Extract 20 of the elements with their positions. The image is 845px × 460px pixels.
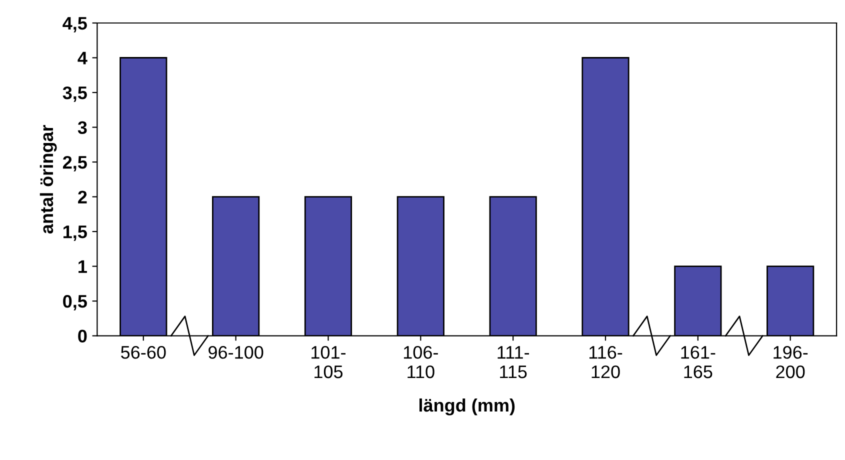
y-tick-label: 4 — [78, 52, 88, 64]
y-tick-label: 0,5 — [63, 294, 87, 310]
x-tick-label: 106- 110 — [404, 346, 438, 378]
x-tick-label: 111- 115 — [498, 346, 530, 378]
y-tick-label: 3,5 — [62, 86, 87, 102]
x-tick-label: 116- 120 — [589, 346, 622, 378]
x-tick-label: 56-60 — [121, 346, 166, 359]
x-tick-label: 101- 105 — [312, 346, 346, 378]
y-tick-label: 0 — [78, 330, 87, 343]
x-tick-label: 161- 165 — [681, 346, 716, 378]
y-tick-label: 2,5 — [62, 156, 87, 172]
y-tick-label: 3 — [78, 121, 87, 134]
y-tick-label: 4,5 — [62, 17, 87, 32]
x-axis-title: längd (mm) — [419, 398, 515, 416]
y-tick-label: 1,5 — [63, 226, 87, 241]
y-axis-title: antal öringar — [40, 124, 57, 234]
x-tick-label: 96-100 — [208, 346, 264, 359]
y-tick-label: 1 — [78, 260, 87, 273]
y-tick-label: 2 — [78, 190, 87, 204]
x-tick-label: 196- 200 — [774, 346, 808, 378]
